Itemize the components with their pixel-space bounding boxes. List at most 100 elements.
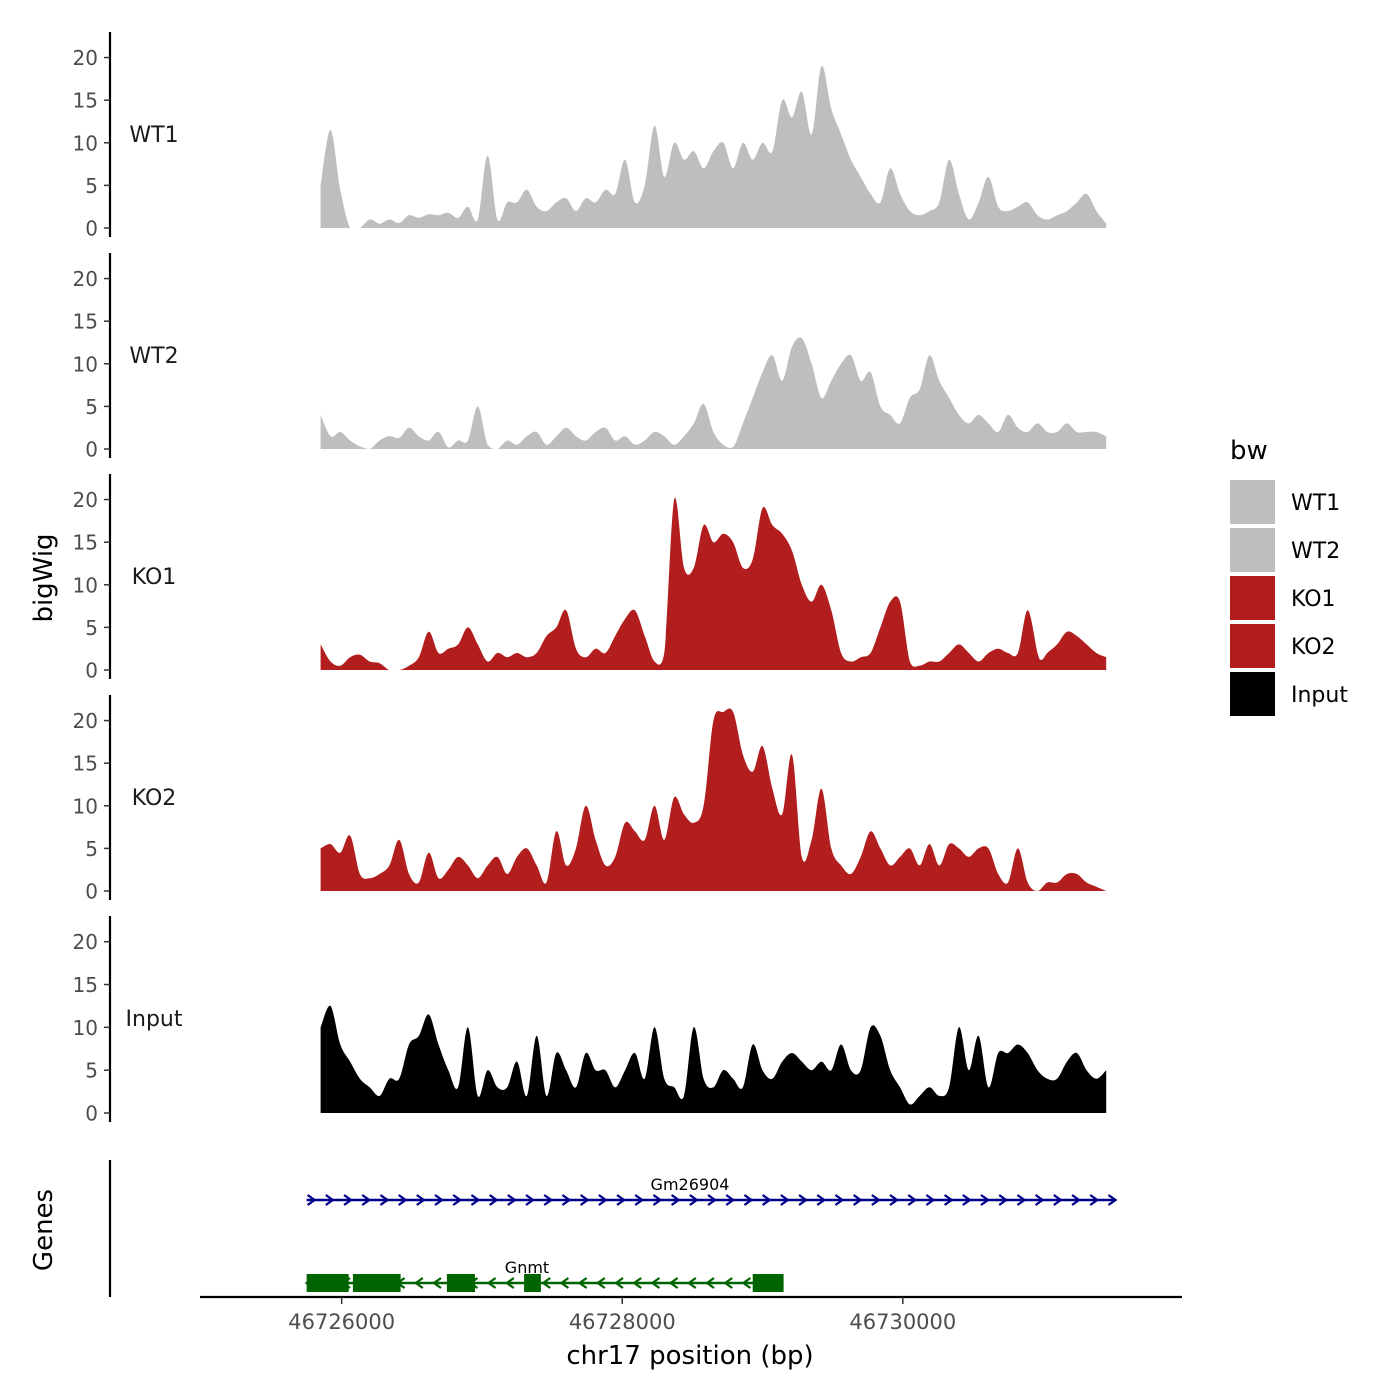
- y-tick-label: 15: [73, 531, 98, 555]
- exon: [306, 1274, 349, 1292]
- gene-label-gnmt: Gnmt: [505, 1258, 549, 1277]
- strand-arrow: [668, 1277, 679, 1289]
- strand-arrow: [761, 1194, 772, 1206]
- strand-arrow: [616, 1194, 626, 1206]
- legend-label-input: Input: [1291, 683, 1348, 708]
- y-tick-label: 10: [73, 794, 98, 818]
- y-tick-label: 15: [73, 310, 98, 334]
- y-tick-label: 5: [85, 837, 98, 861]
- exon: [752, 1274, 784, 1292]
- strand-arrow: [325, 1194, 335, 1206]
- y-tick-label: 20: [73, 46, 98, 70]
- strand-arrow: [650, 1277, 661, 1289]
- strand-arrow: [343, 1194, 353, 1206]
- strand-arrow: [1107, 1194, 1118, 1206]
- legend-label-ko2: KO2: [1291, 635, 1336, 660]
- strand-arrow: [486, 1277, 497, 1289]
- strand-arrow: [943, 1194, 954, 1206]
- y-tick-label: 5: [85, 174, 98, 198]
- y-axis-title: bigWig: [29, 533, 59, 622]
- strand-arrow: [670, 1194, 681, 1206]
- strand-arrow: [998, 1194, 1009, 1206]
- strand-arrow: [834, 1194, 845, 1206]
- y-tick-label: 20: [73, 930, 98, 954]
- strand-arrow: [980, 1194, 990, 1206]
- y-tick-label: 0: [85, 438, 98, 462]
- strand-arrow: [816, 1194, 827, 1206]
- legend-swatch-ko1: [1230, 576, 1275, 620]
- strand-arrow: [504, 1277, 515, 1289]
- track-ko2: 0 5 10 15 20 KO2: [73, 695, 1107, 904]
- strand-arrow: [723, 1277, 733, 1289]
- strand-arrow: [705, 1277, 715, 1289]
- strand-arrow: [871, 1194, 881, 1206]
- coverage-area-input: [320, 1005, 1107, 1113]
- strand-arrow: [1071, 1194, 1081, 1206]
- legend-title: bw: [1230, 436, 1268, 466]
- gene-label-gm26904: Gm26904: [651, 1175, 730, 1194]
- y-tick-label: 0: [85, 1102, 98, 1126]
- strand-arrow: [525, 1194, 535, 1206]
- x-axis: 46726000 46728000 46730000: [200, 1295, 1182, 1334]
- strand-arrow: [579, 1194, 590, 1206]
- strand-arrow: [379, 1194, 390, 1206]
- genes-axis-title: Genes: [29, 1189, 59, 1271]
- x-tick-label: 46728000: [569, 1310, 676, 1334]
- strand-arrow: [614, 1277, 624, 1289]
- strand-arrow: [559, 1277, 570, 1289]
- y-tick-label: 10: [73, 131, 98, 155]
- y-tick-label: 0: [85, 880, 98, 904]
- strand-arrow: [686, 1277, 697, 1289]
- legend-label-ko1: KO1: [1291, 587, 1336, 612]
- strand-arrow: [689, 1194, 699, 1206]
- track-wt2: 0 5 10 15 20 WT2: [73, 253, 1107, 462]
- strand-arrow: [306, 1194, 317, 1206]
- exon: [352, 1274, 401, 1292]
- strand-arrow: [397, 1194, 408, 1206]
- y-tick-label: 15: [73, 89, 98, 113]
- coverage-area-ko2: [320, 708, 1107, 891]
- legend-swatch-wt1: [1230, 480, 1275, 524]
- strand-arrow: [361, 1194, 372, 1206]
- track-label-ko2: KO2: [132, 786, 177, 811]
- strand-arrow: [1016, 1194, 1027, 1206]
- strand-arrow: [652, 1194, 663, 1206]
- strand-arrow: [1034, 1194, 1045, 1206]
- strand-arrow: [577, 1277, 588, 1289]
- y-tick-label: 5: [85, 1059, 98, 1083]
- strand-arrow: [907, 1194, 918, 1206]
- legend: bw WT1 WT2 KO1 KO2 Input: [1230, 436, 1348, 716]
- coverage-area-wt2: [320, 337, 1107, 449]
- track-label-wt2: WT2: [129, 344, 178, 369]
- x-tick-label: 46726000: [288, 1310, 395, 1334]
- strand-arrow: [416, 1194, 426, 1206]
- strand-arrow: [889, 1194, 899, 1206]
- gene-gnmt: Gnmt: [304, 1258, 784, 1292]
- legend-label-wt1: WT1: [1291, 491, 1340, 516]
- y-tick-label: 10: [73, 573, 98, 597]
- strand-arrow: [925, 1194, 936, 1206]
- strand-arrow: [780, 1194, 790, 1206]
- coverage-area-ko1: [320, 497, 1107, 670]
- strand-arrow: [507, 1194, 517, 1206]
- coverage-area-wt1: [320, 65, 1107, 228]
- y-tick-label: 0: [85, 217, 98, 241]
- strand-arrow: [470, 1194, 481, 1206]
- legend-label-wt2: WT2: [1291, 539, 1340, 564]
- strand-arrow: [798, 1194, 808, 1206]
- legend-swatch-wt2: [1230, 528, 1275, 572]
- strand-arrow: [543, 1194, 554, 1206]
- strand-arrow: [962, 1194, 972, 1206]
- strand-arrow: [432, 1277, 442, 1289]
- y-tick-label: 0: [85, 659, 98, 683]
- track-label-input: Input: [126, 1007, 183, 1032]
- strand-arrow: [743, 1194, 754, 1206]
- strand-arrow: [434, 1194, 444, 1206]
- track-label-wt1: WT1: [129, 123, 178, 148]
- exon: [446, 1274, 475, 1292]
- y-tick-label: 10: [73, 352, 98, 376]
- strand-arrow: [1053, 1194, 1063, 1206]
- y-tick-label: 5: [85, 616, 98, 640]
- y-tick-label: 20: [73, 709, 98, 733]
- exon: [524, 1274, 541, 1292]
